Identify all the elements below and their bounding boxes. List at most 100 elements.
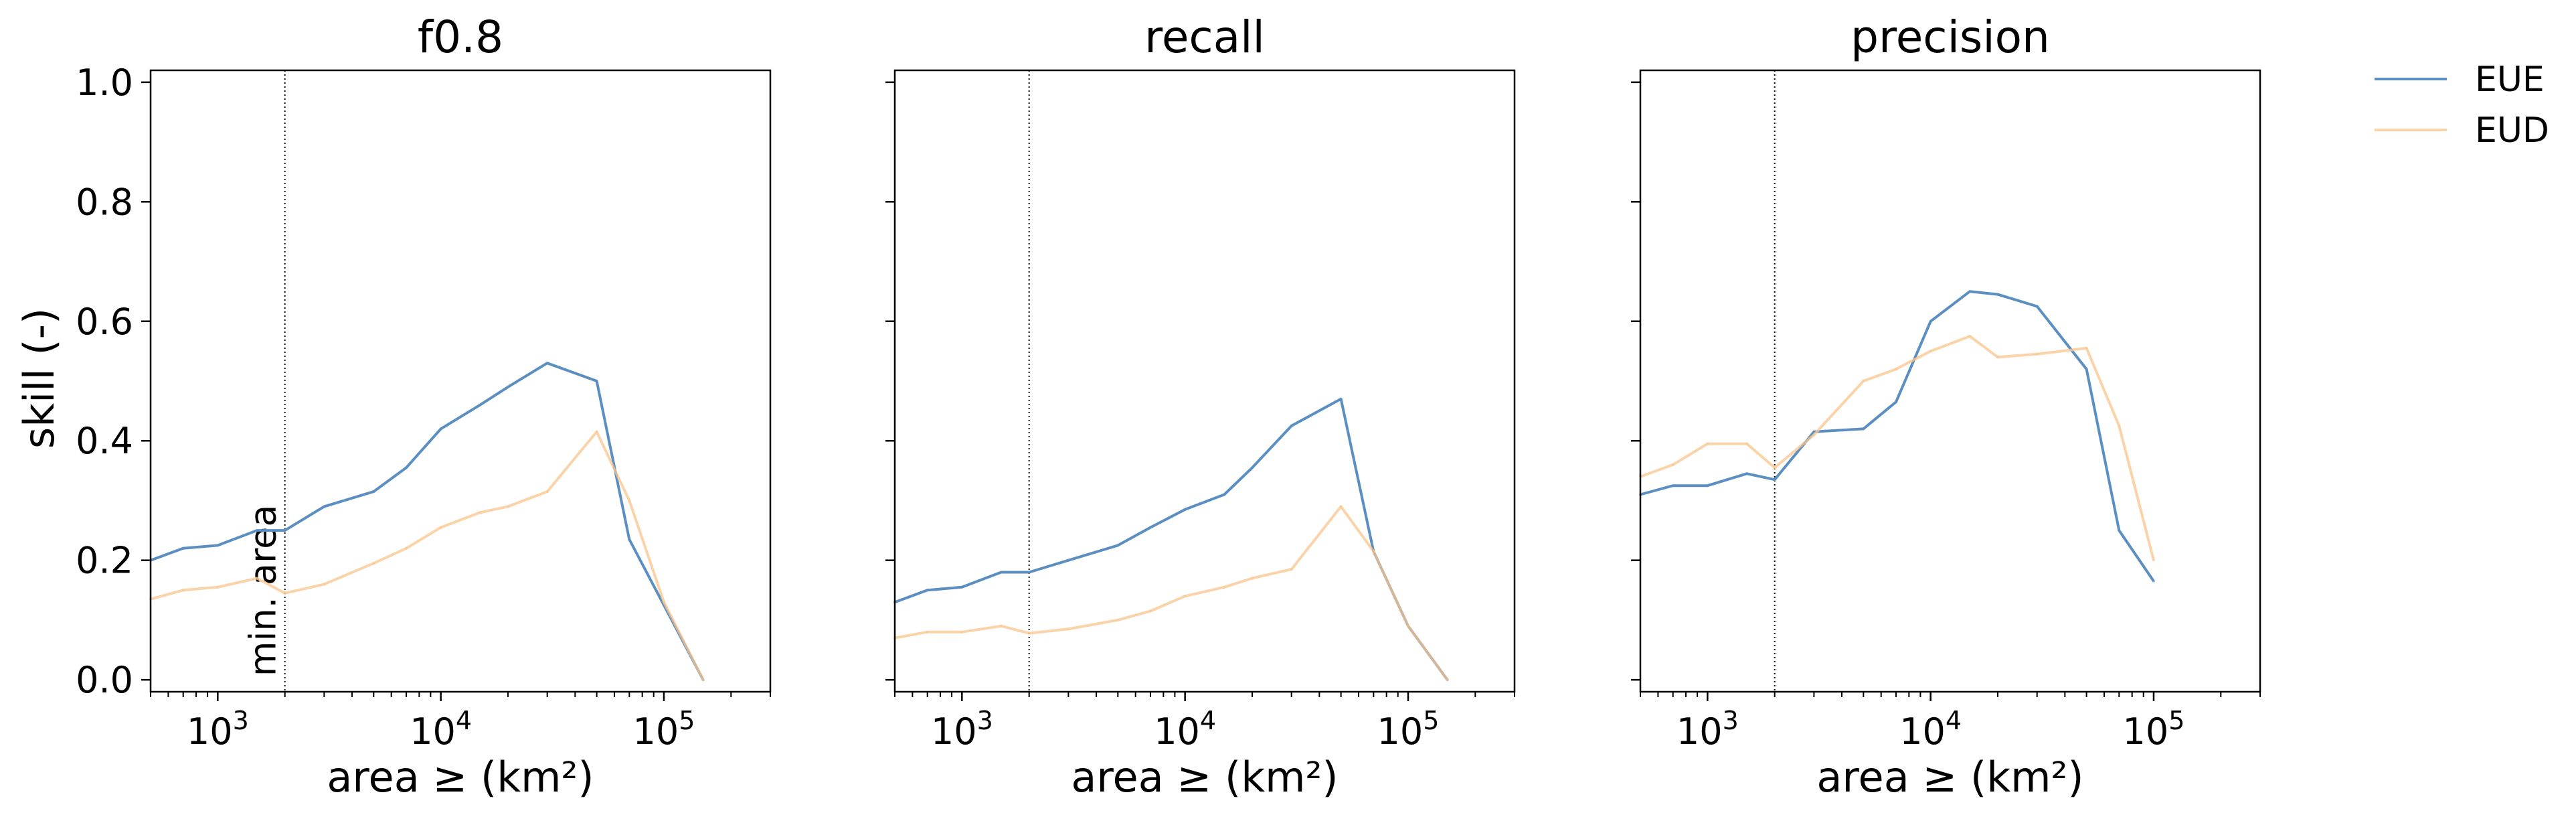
- data-point-eud: [2152, 559, 2155, 562]
- data-point-eud: [1706, 442, 1709, 445]
- legend-label-eue: EUE: [2475, 60, 2545, 100]
- data-point-eud: [701, 678, 705, 682]
- data-point-eud: [1251, 577, 1254, 580]
- x-tick-label: 103: [187, 706, 249, 753]
- y-tick-label: 0.8: [76, 181, 133, 223]
- data-point-eue: [1067, 559, 1070, 562]
- panel-frame: [1639, 69, 2261, 693]
- data-point-eue: [1183, 508, 1187, 511]
- data-point-eud: [283, 591, 286, 595]
- x-tick-label: 104: [410, 706, 472, 753]
- x-axis-label: area ≥ (km²): [1071, 753, 1338, 802]
- x-tick-label: 104: [1899, 706, 1962, 753]
- data-point-eue: [507, 385, 509, 388]
- data-point-eue: [2085, 368, 2088, 371]
- x-tick-label: 103: [931, 706, 993, 753]
- data-point-eue: [1773, 478, 1776, 481]
- panel-frame: [893, 69, 1516, 693]
- data-point-eud: [595, 430, 598, 433]
- y-tick-label: 0.2: [76, 540, 133, 582]
- series-line-eud: [1640, 335, 2155, 561]
- data-point-eud: [1372, 550, 1375, 553]
- x-tick-label: 105: [2123, 706, 2185, 753]
- data-point-eud: [1223, 585, 1226, 589]
- data-point-eud: [372, 562, 375, 565]
- data-point-eue: [1929, 319, 1932, 323]
- data-point-eud: [1862, 380, 1865, 382]
- data-point-eud: [1027, 631, 1031, 635]
- data-point-eue: [1339, 397, 1343, 400]
- data-point-eud: [1149, 609, 1152, 613]
- data-point-eud: [2085, 346, 2088, 350]
- data-point-eud: [2118, 424, 2121, 427]
- data-point-eud: [628, 499, 631, 502]
- data-point-eud: [1067, 627, 1070, 631]
- data-point-eue: [2152, 579, 2155, 583]
- data-point-eud: [1895, 368, 1897, 371]
- data-point-eud: [1671, 463, 1675, 466]
- data-point-eud: [507, 505, 509, 508]
- data-point-eud: [1290, 568, 1293, 571]
- data-point-eue: [1149, 526, 1152, 529]
- data-point-eue: [628, 538, 631, 541]
- panel-title-2: precision: [1851, 11, 2050, 63]
- data-point-eue: [1671, 484, 1675, 488]
- panel-title-0: f0.8: [418, 11, 503, 63]
- data-point-eud: [439, 526, 442, 529]
- data-point-eud: [1812, 433, 1816, 437]
- data-point-eud: [479, 511, 482, 514]
- data-point-eue: [1745, 472, 1748, 475]
- data-point-eue: [1027, 571, 1031, 574]
- series-line-eue: [894, 397, 1449, 681]
- data-point-eud: [1407, 624, 1409, 627]
- data-point-eud: [1996, 356, 1999, 359]
- x-tick-label: 104: [1154, 706, 1216, 753]
- panel-frame: [149, 69, 772, 693]
- data-point-eue: [181, 546, 185, 550]
- data-point-eud: [926, 630, 929, 634]
- data-point-eue: [1223, 493, 1226, 496]
- data-point-eud: [1183, 595, 1187, 598]
- data-point-eue: [960, 585, 964, 589]
- data-point-eue: [545, 362, 549, 365]
- y-tick-label: 0.0: [76, 659, 133, 701]
- x-axis-label: area ≥ (km²): [1816, 753, 2083, 802]
- data-point-eue: [1251, 466, 1254, 469]
- y-tick-label: 0.6: [76, 301, 133, 343]
- y-axis-label: skill (-): [15, 308, 64, 449]
- data-point-eue: [256, 529, 258, 532]
- data-point-eud: [1446, 678, 1449, 682]
- data-point-eue: [405, 466, 408, 469]
- data-point-eud: [256, 577, 258, 580]
- panel-title-1: recall: [1144, 11, 1265, 63]
- data-point-eud: [1968, 335, 1972, 338]
- data-point-eue: [479, 403, 482, 406]
- data-point-eue: [926, 589, 929, 592]
- data-point-eue: [1895, 400, 1897, 404]
- data-point-eud: [1929, 350, 1932, 353]
- data-point-eud: [1339, 505, 1343, 508]
- data-point-eud: [216, 585, 220, 589]
- data-point-eud: [405, 546, 408, 550]
- x-tick-label: 103: [1677, 706, 1739, 753]
- data-point-eue: [1290, 424, 1293, 427]
- series-line-eud: [894, 505, 1449, 681]
- data-point-eue: [439, 427, 442, 431]
- data-point-eue: [595, 380, 598, 382]
- data-point-eue: [323, 505, 326, 508]
- data-point-eud: [323, 583, 326, 586]
- legend-label-eud: EUD: [2475, 110, 2549, 151]
- data-point-eue: [216, 544, 220, 547]
- data-point-eue: [283, 529, 286, 532]
- data-point-eud: [663, 601, 665, 604]
- data-point-eue: [1116, 544, 1120, 547]
- data-point-eue: [1968, 290, 1972, 293]
- data-point-eud: [181, 589, 185, 592]
- series-line-eud: [150, 430, 705, 681]
- data-point-eue: [1996, 293, 1999, 296]
- y-tick-label: 0.4: [76, 420, 133, 462]
- data-point-eue: [2118, 529, 2121, 532]
- data-point-eue: [1862, 427, 1865, 431]
- data-point-eud: [1000, 624, 1003, 627]
